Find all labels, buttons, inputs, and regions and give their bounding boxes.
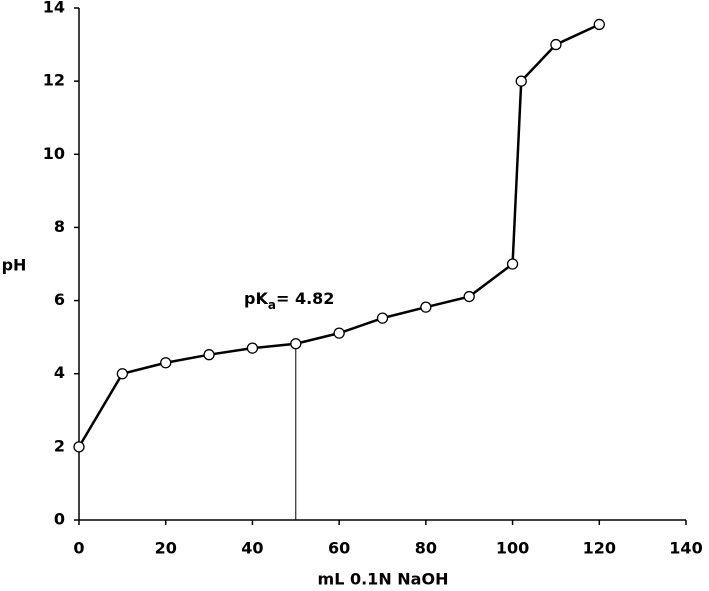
x-tick-label: 100: [496, 539, 529, 558]
x-tick-label: 20: [155, 539, 177, 558]
x-tick-label: 140: [669, 539, 702, 558]
y-tick-label: 8: [54, 217, 65, 236]
x-tick-label: 60: [328, 539, 350, 558]
y-tick-label: 12: [43, 71, 65, 90]
y-tick-label: 4: [54, 363, 65, 382]
data-point: [515, 75, 527, 87]
y-tick-label: 14: [43, 0, 65, 17]
data-point: [550, 38, 562, 51]
data-point: [333, 327, 345, 339]
annotation-text: = 4.82: [276, 289, 334, 308]
x-axis-label: mL 0.1N NaOH: [318, 570, 449, 589]
x-tick-label: 120: [583, 539, 616, 558]
data-point: [593, 18, 605, 31]
x-tick-label: 0: [73, 539, 84, 558]
x-tick-label: 40: [241, 539, 263, 558]
y-axis-label: pH: [2, 256, 27, 275]
annotation: pKa= 4.82: [244, 289, 334, 312]
annotation-subscript: a: [268, 298, 276, 312]
data-point: [160, 357, 172, 369]
y-tick-label: 6: [54, 290, 65, 309]
y-tick-label: 2: [54, 436, 65, 455]
data-point: [463, 290, 475, 303]
data-point: [506, 258, 519, 270]
data-point: [290, 338, 302, 350]
data-point: [376, 312, 389, 324]
data-point: [203, 349, 215, 361]
x-tick-label: 80: [415, 539, 437, 558]
annotation-label: pK: [244, 289, 268, 308]
data-point: [116, 368, 129, 380]
data-point: [420, 301, 432, 313]
y-tick-label: 10: [43, 144, 65, 163]
series-line: [77, 23, 600, 448]
data-point: [73, 441, 85, 453]
y-tick-label: 0: [54, 510, 65, 529]
data-point: [246, 342, 259, 354]
